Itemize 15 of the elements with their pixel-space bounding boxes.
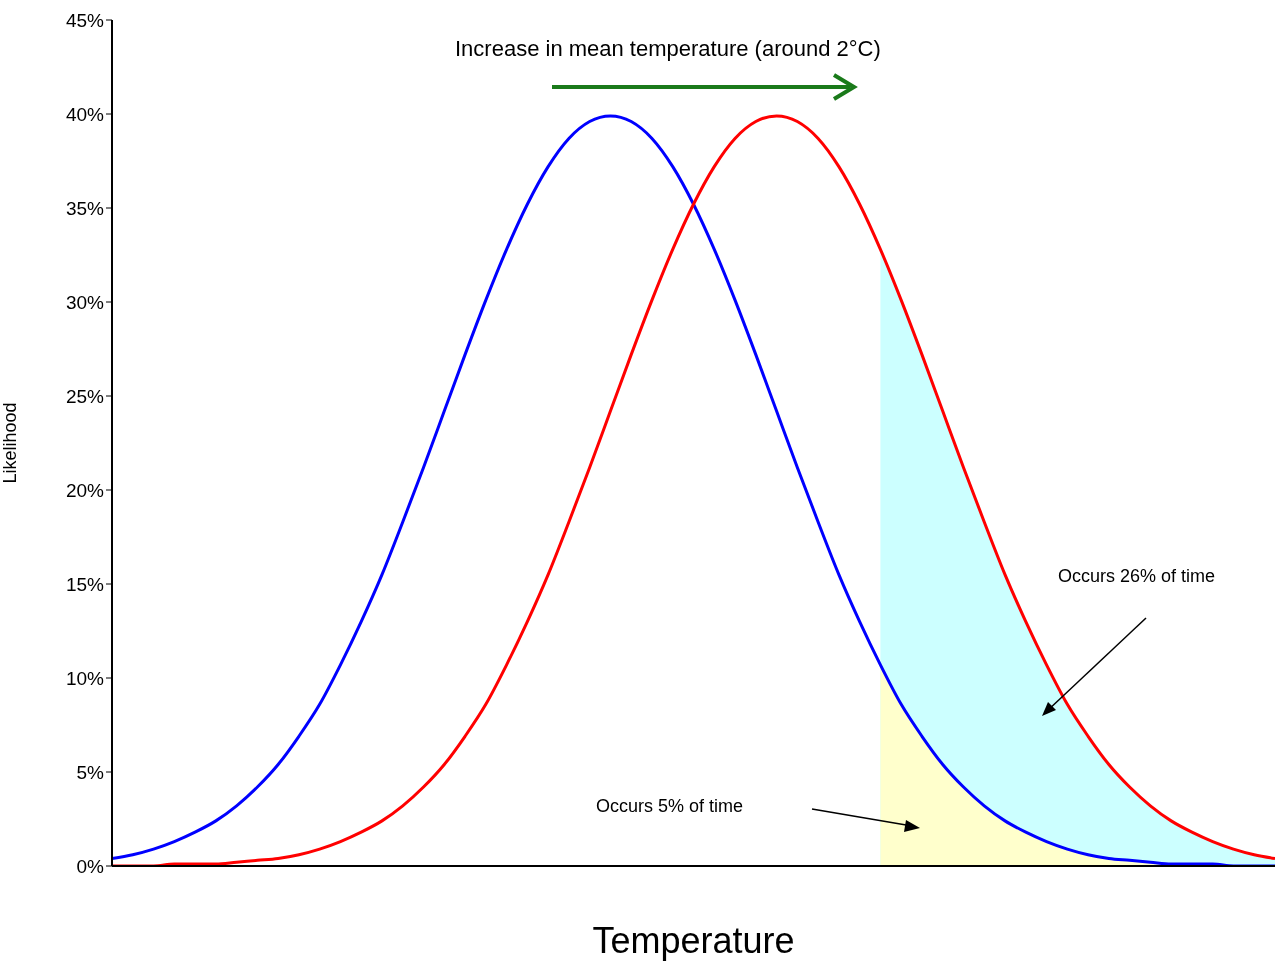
y-tick-label: 45% bbox=[65, 9, 105, 31]
annotation: Occurs 26% of time bbox=[1058, 566, 1216, 587]
y-tick-label: 40% bbox=[65, 103, 105, 125]
annotation: Occurs 5% of time bbox=[596, 796, 744, 817]
y-tick-label: 0% bbox=[76, 855, 105, 877]
y-tick-label: 35% bbox=[65, 197, 105, 219]
y-tick-label: 5% bbox=[76, 761, 105, 783]
y-tick-label: 25% bbox=[65, 385, 105, 407]
y-tick-label: 15% bbox=[65, 573, 105, 595]
y-tick-label: 10% bbox=[65, 667, 105, 689]
y-axis-title: Likelihood bbox=[0, 402, 21, 484]
y-tick-label: 30% bbox=[65, 291, 105, 313]
annotation: Increase in mean temperature (around 2°C) bbox=[455, 36, 881, 62]
x-axis-title: Temperature bbox=[592, 920, 795, 961]
y-tick-label: 20% bbox=[65, 479, 105, 501]
